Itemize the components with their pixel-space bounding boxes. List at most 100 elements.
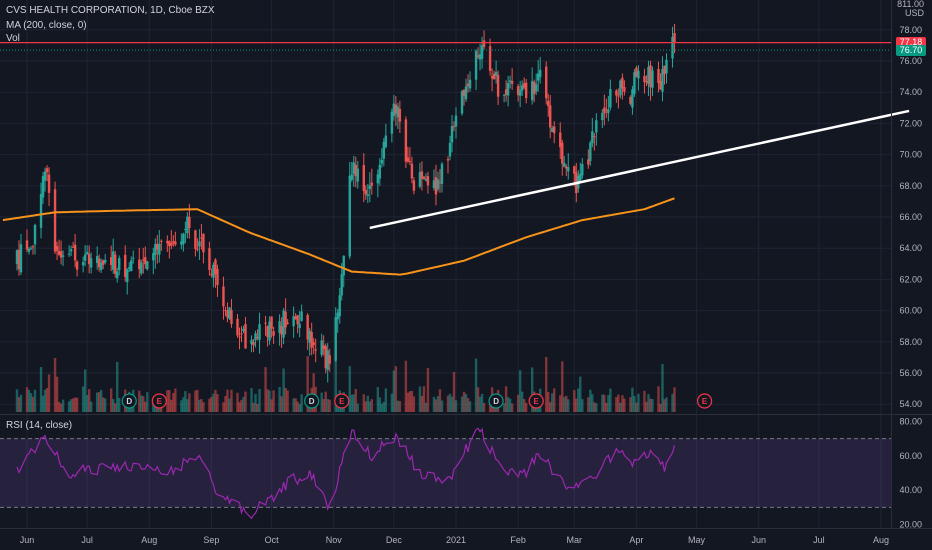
earnings-marker[interactable]: E [151,393,167,409]
volume-bar [420,395,424,412]
volume-bar [55,376,59,412]
marker-circle [151,393,167,409]
candle-body [539,69,542,78]
volume-bar [426,367,430,412]
price-axis[interactable]: 78.00 76.00 74.00 72.00 70.00 68.00 66.00 64.00… [899,25,922,409]
rsi-axis[interactable]: 80.00 60.00 40.00 20.00 [899,416,922,529]
volume-bar [196,389,199,412]
earnings-marker[interactable]: E [528,393,544,409]
volume-bar [545,357,548,412]
dividend-marker[interactable]: D [304,393,320,409]
trendline[interactable] [369,109,910,230]
time-tick-label: Nov [326,535,343,545]
candle-body [605,109,608,111]
candle-body [643,75,646,83]
candle-body [370,182,374,186]
price-tick-label: 54.00 [899,399,922,409]
candle-body [438,182,442,184]
ma-legend: MA (200, close, 0) [6,20,87,31]
volume-bar [577,388,580,412]
candle-body [464,86,468,100]
candle-body [474,51,478,80]
volume-bar [460,396,464,412]
marker-label: D [309,397,315,406]
candle-body [551,127,554,132]
candle-body [432,180,436,189]
volume-bar [382,401,386,412]
candle-body [67,253,71,255]
candle-body [408,161,412,163]
candle-body [587,159,590,165]
prev-price-tag: 76.70 [896,45,926,57]
earnings-marker[interactable]: E [696,393,713,409]
volume-bar [200,399,203,412]
volume-bar [476,387,480,412]
volume-bar [563,397,566,412]
candle-body [324,345,327,369]
volume-bar [589,389,592,412]
dividend-marker[interactable]: D [488,393,504,409]
candle-body [426,176,430,186]
volume-bar [549,401,552,412]
candle-body [579,173,582,181]
time-axis[interactable]: Jun Jul Aug Sep Oct Nov Dec 2021 Feb Mar Apr May Jun… [20,535,889,545]
volume-bar [520,391,524,412]
candle-body [422,176,426,180]
marker-label: E [157,397,163,406]
rsi-tick-label: 40.00 [899,485,922,495]
candle-body [168,241,171,246]
candle-body [617,95,620,97]
volume-bar [146,392,149,412]
candle-body [633,72,636,94]
volume-bar [422,386,426,412]
candle-body [466,83,470,87]
rsi-band [0,438,891,508]
volume-bar [418,386,422,412]
candle-body [182,233,185,245]
volume-bar [623,398,626,412]
candle-body [57,250,61,255]
candle-body [510,80,514,84]
candle-body [601,112,604,121]
candle-body [69,249,73,252]
volume-bar [296,401,299,412]
candle-body [420,171,424,179]
volume-bar [29,393,33,412]
candle-body [188,216,191,229]
candle-body [146,261,149,270]
candle-body [637,70,640,79]
candle-body [240,333,243,335]
candle-body [591,131,594,144]
volume-bar [591,394,594,412]
volume-bar [362,394,365,412]
candle-body [647,67,650,85]
volume-bar [587,397,590,412]
candle-body [314,349,317,351]
candle-body [593,136,596,138]
candle-body [112,251,115,270]
volume-bar [448,393,452,412]
candle-body [520,85,524,91]
symbol-title: CVS HEALTH CORPORATION, 1D, Cboe BZX [6,5,215,16]
volume-bar [502,403,506,412]
candle-body [278,321,281,333]
candle-body [522,83,526,88]
volume-bar [57,401,61,412]
volume-bar [168,390,171,412]
candle-body [322,345,325,350]
candle-body [29,248,33,250]
candle-body [142,259,145,261]
volume-bar [112,399,115,412]
candle-body [25,240,29,250]
candle-body [530,81,534,101]
volume-bar [87,389,91,412]
earnings-marker[interactable]: E [334,393,350,409]
volume-bar [202,402,205,412]
volume-bar [364,401,367,412]
dividend-marker[interactable]: D [121,393,137,409]
time-tick-label: Dec [386,535,403,545]
volume-bar [41,395,45,412]
candle-body [33,224,37,245]
